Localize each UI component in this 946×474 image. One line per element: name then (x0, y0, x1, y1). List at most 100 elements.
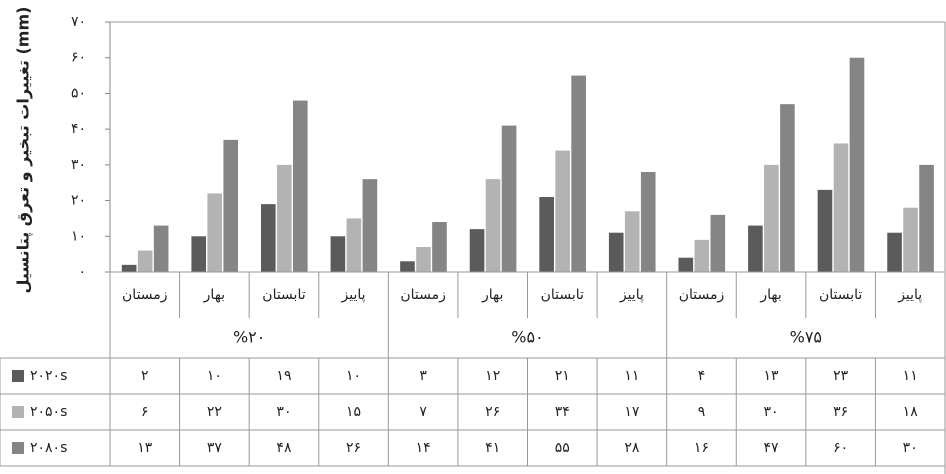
bar (416, 247, 431, 272)
table-value: ۲۶ (485, 404, 500, 420)
table-value: ۷ (419, 404, 427, 420)
y-tick-label: ۴۰ (71, 121, 86, 137)
x-tick-label: بهار (759, 287, 781, 303)
bar (469, 229, 485, 272)
x-tick-label: زمستان (679, 287, 725, 303)
table-value: ۳۰ (903, 440, 918, 456)
table-value: ۹ (698, 404, 706, 420)
bar (539, 197, 554, 272)
table-value: ۳۰ (764, 404, 779, 420)
table-value: ۲۳ (833, 368, 849, 384)
y-tick-label: ۶۰ (71, 50, 86, 66)
bar (121, 264, 137, 272)
table-value: ۱۱ (903, 368, 918, 384)
bar (400, 261, 415, 272)
bar (501, 125, 517, 272)
table-value: ۲۸ (624, 440, 640, 456)
bar (833, 143, 849, 272)
x-tick-label: تابستان (541, 287, 584, 303)
bar (362, 179, 378, 272)
table-value: ۲۶ (346, 440, 361, 456)
legend-swatch (12, 442, 24, 454)
table-value: ۱۱ (624, 368, 639, 384)
bar (710, 214, 726, 272)
table-value: ۱۳ (137, 440, 153, 456)
group-label: %۲۰ (233, 328, 265, 347)
table-value: ۴۱ (485, 440, 500, 456)
y-tick-label: ۰ (78, 264, 86, 280)
table-value: ۳۶ (833, 404, 848, 420)
table-value: ۱۲ (485, 368, 500, 384)
bar (640, 172, 656, 272)
table-value: ۶ (141, 404, 149, 420)
bar (137, 250, 153, 272)
table-value: ۶۰ (833, 440, 848, 456)
table-value: ۱۵ (346, 404, 361, 420)
x-tick-label: تابستان (819, 287, 862, 303)
bar (817, 189, 833, 272)
table-value: ۱۰ (346, 368, 361, 384)
legend-label: ۲۰۵۰s (30, 404, 67, 420)
bar (432, 222, 447, 272)
y-axis-title: تغییرات تبخیر و تعرق پتانسیل (mm) (14, 7, 34, 294)
bar (624, 211, 640, 272)
bar (330, 236, 346, 272)
table-value: ۲ (141, 368, 149, 384)
table-value: ۱۹ (276, 368, 291, 384)
bar (207, 193, 223, 272)
table-value: ۱۶ (694, 440, 709, 456)
y-tick-label: ۷۰ (71, 14, 86, 30)
table-value: ۱۴ (416, 440, 431, 456)
bar (260, 204, 276, 272)
x-tick-label: بهار (203, 287, 225, 303)
legend-swatch (12, 406, 24, 418)
table-value: ۳۰ (276, 404, 291, 420)
y-tick-label: ۳۰ (71, 157, 86, 173)
x-tick-label: زمستان (122, 287, 168, 303)
bar (346, 218, 362, 272)
table-value: ۲۱ (555, 368, 570, 384)
bar (678, 257, 694, 272)
table-value: ۱۰ (207, 368, 222, 384)
table-value: ۳ (419, 368, 427, 384)
group-label: %۵۰ (511, 328, 543, 347)
bar (191, 236, 207, 272)
bar (555, 150, 570, 272)
table-value: ۲۲ (207, 404, 222, 420)
legend-label: ۲۰۲۰s (30, 368, 67, 384)
table-value: ۴۸ (276, 440, 292, 456)
bar (485, 179, 501, 272)
bar (764, 164, 779, 272)
x-tick-label: پاییز (341, 287, 366, 303)
bar (903, 207, 918, 272)
bar (849, 57, 865, 272)
bar (277, 164, 292, 272)
x-tick-label: تابستان (262, 287, 305, 303)
bar (153, 225, 169, 272)
table-value: ۳۷ (207, 440, 223, 456)
bar (919, 164, 934, 272)
legend-label: ۲۰۸۰s (30, 440, 67, 456)
x-tick-label: بهار (481, 287, 503, 303)
bar (571, 75, 586, 272)
table-value: ۴ (698, 368, 706, 384)
bar (887, 232, 902, 272)
y-tick-label: ۵۰ (71, 85, 86, 101)
bar (293, 100, 308, 272)
table-value: ۴۷ (764, 440, 780, 456)
table-value: ۱۸ (903, 404, 919, 420)
bar (608, 232, 624, 272)
table-value: ۵۵ (555, 440, 570, 456)
legend-swatch (12, 370, 24, 382)
bar (748, 225, 763, 272)
bar (223, 139, 239, 272)
table-value: ۳۴ (555, 404, 570, 420)
table-value: ۱۳ (764, 368, 780, 384)
y-tick-label: ۱۰ (71, 228, 86, 244)
x-tick-label: زمستان (400, 287, 446, 303)
table-value: ۱۷ (624, 404, 640, 420)
x-tick-label: پاییز (619, 287, 644, 303)
y-tick-label: ۲۰ (71, 193, 86, 209)
group-label: %۷۵ (790, 328, 822, 347)
